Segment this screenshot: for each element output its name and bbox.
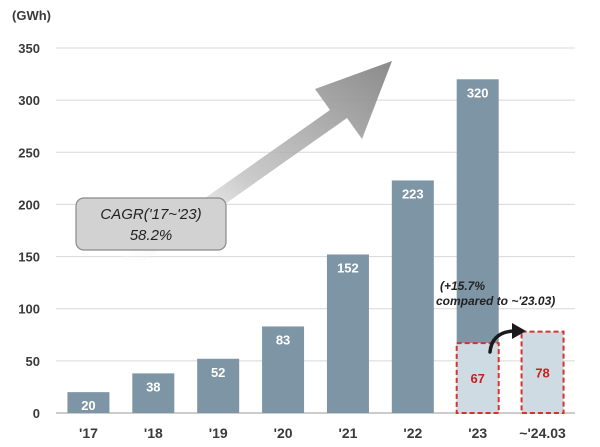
x-tick-label: '22	[403, 425, 422, 441]
highlight-value-label: 78	[535, 365, 549, 380]
bar	[132, 373, 175, 413]
x-tick-label: '18	[144, 425, 163, 441]
highlight-bar	[520, 330, 565, 414]
x-tick-label: '23	[468, 425, 487, 441]
bar	[67, 392, 110, 413]
x-tick-label: '19	[209, 425, 228, 441]
x-tick-label: ~'24.03	[519, 425, 566, 441]
y-tick-label: 0	[33, 406, 40, 421]
bar	[391, 180, 434, 413]
y-tick-label: 150	[18, 250, 40, 265]
growth-arrow-head-icon	[512, 323, 526, 339]
growth-annotation-line1: (+15.7%	[440, 279, 485, 293]
cagr-callout-box	[75, 197, 227, 251]
growth-annotation-line2: compared to ~'23.03)	[436, 294, 555, 308]
highlight-bar	[455, 342, 500, 414]
cagr-callout: CAGR('17~'23) 58.2%	[75, 197, 227, 251]
bar-value-label: 152	[337, 260, 359, 275]
y-axis-unit-label: (GWh)	[12, 8, 51, 23]
y-tick-label: 300	[18, 93, 40, 108]
bar-value-label: 38	[146, 379, 160, 394]
bar-value-label: 320	[467, 85, 489, 100]
bars	[67, 79, 565, 414]
x-tick-label: '21	[338, 425, 357, 441]
bar	[197, 358, 240, 413]
y-tick-label: 250	[18, 145, 40, 160]
bar-value-label: 223	[402, 186, 424, 201]
cagr-callout-line2: 58.2%	[130, 227, 173, 244]
growth-annotation: (+15.7% compared to ~'23.03)	[436, 279, 555, 354]
bar	[262, 326, 305, 413]
bar	[326, 254, 369, 413]
bar-value-label: 83	[276, 332, 290, 347]
x-tick-label: '17	[79, 425, 98, 441]
data-labels: 20 38 52 83 152 223 320 67 78	[81, 85, 550, 413]
bar-value-label: 52	[211, 365, 225, 380]
y-tick-label: 200	[18, 197, 40, 212]
cagr-callout-line1: CAGR('17~'23)	[100, 206, 201, 223]
y-axis-tick-labels: 0 50 100 150 200 250 300 350	[18, 41, 40, 421]
y-tick-label: 350	[18, 41, 40, 56]
x-tick-label: '20	[274, 425, 293, 441]
y-tick-label: 50	[26, 354, 40, 369]
bar-value-label: 20	[81, 398, 95, 413]
x-axis-tick-labels: '17 '18 '19 '20 '21 '22 '23 ~'24.03	[79, 425, 566, 441]
growth-curved-arrow-icon	[488, 329, 516, 354]
y-tick-label: 100	[18, 302, 40, 317]
highlight-value-label: 67	[470, 371, 484, 386]
